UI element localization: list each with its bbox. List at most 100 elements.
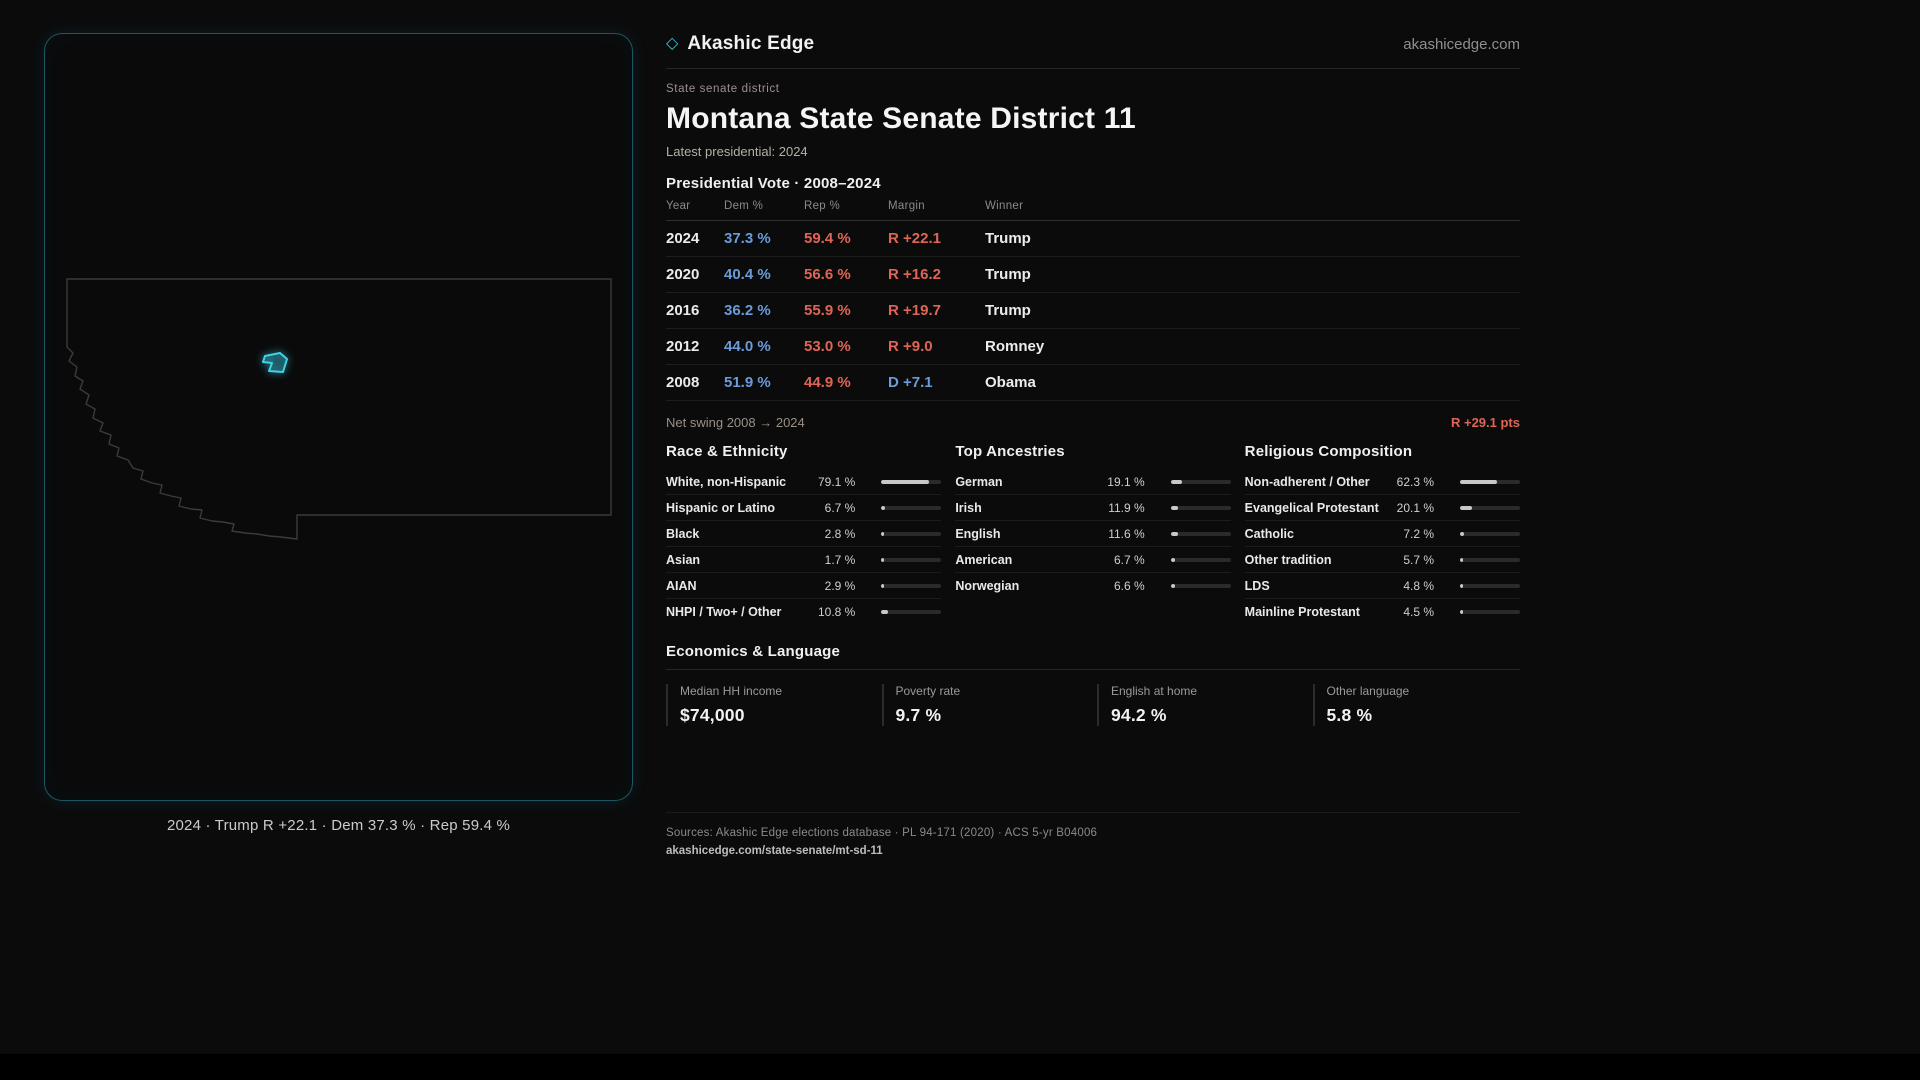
demo-bar — [1460, 505, 1520, 510]
cell-dem-pct: 37.3 % — [724, 230, 771, 247]
vote-table-row: 2016 36.2 % 55.9 % R +19.7 Trump — [666, 293, 1520, 329]
demo-row-value: 7.2 % — [1403, 526, 1434, 541]
stat-card: Other language 5.8 % — [1312, 684, 1521, 726]
cell-dem-pct: 51.9 % — [724, 374, 771, 391]
demo-row: AIAN 2.9 % — [666, 573, 942, 599]
cell-margin: D +7.1 — [888, 374, 933, 391]
demo-row-label: English — [955, 526, 1001, 541]
demo-row: American 6.7 % — [955, 547, 1231, 573]
net-swing-value: R +29.1 pts — [1450, 415, 1520, 430]
demo-bar — [1170, 505, 1231, 510]
demo-bar — [1170, 557, 1231, 562]
demo-row-value: 20.1 % — [1396, 500, 1434, 515]
cell-dem-pct: 44.0 % — [724, 338, 771, 355]
demo-column-title: Religious Composition — [1244, 443, 1413, 460]
demo-row-label: Norwegian — [955, 579, 1020, 593]
demo-column-title: Top Ancestries — [955, 443, 1065, 460]
demo-bar — [1170, 479, 1231, 484]
stat-value: 94.2 % — [1111, 705, 1167, 725]
stat-value: $74,000 — [680, 705, 745, 725]
vote-table-row: 2024 37.3 % 59.4 % R +22.1 Trump — [666, 221, 1520, 257]
demo-row: Non-adherent / Other 62.3 % — [1244, 469, 1520, 495]
cell-margin: R +19.7 — [888, 302, 941, 319]
brand-domain-link[interactable]: akashicedge.com — [1403, 35, 1520, 53]
vote-table-row: 2012 44.0 % 53.0 % R +9.0 Romney — [666, 329, 1520, 365]
demo-bar — [1460, 610, 1520, 614]
cell-dem-pct: 40.4 % — [724, 266, 771, 283]
cell-rep-pct: 59.4 % — [804, 230, 851, 247]
vote-table-column-header: Winner — [985, 200, 1024, 212]
demo-row: Other tradition 5.7 % — [1244, 547, 1520, 573]
economics-divider — [666, 669, 1520, 670]
demo-bar-fill — [881, 610, 888, 614]
cell-year: 2012 — [666, 338, 700, 355]
vote-table-row: 2020 40.4 % 56.6 % R +16.2 Trump — [666, 257, 1520, 293]
demo-row-label: NHPI / Two+ / Other — [666, 605, 782, 619]
demo-row-value: 62.3 % — [1396, 474, 1434, 489]
cell-year: 2020 — [666, 266, 700, 283]
demo-row: Asian 1.7 % — [666, 547, 942, 573]
brand-name: Akashic Edge — [687, 33, 815, 54]
demo-row-label: Evangelical Protestant — [1244, 500, 1379, 515]
demo-bar — [1460, 557, 1520, 562]
demo-bar-fill — [881, 557, 885, 562]
demo-bar-fill — [1460, 557, 1464, 562]
demo-row-value: 11.6 % — [1108, 526, 1145, 541]
vote-table-column-header: Year — [666, 200, 691, 212]
stat-card: English at home 94.2 % — [1097, 684, 1305, 726]
demo-row-value: 6.7 % — [824, 500, 856, 515]
bottom-strip — [0, 1054, 1920, 1080]
demo-bar-fill — [1460, 531, 1465, 536]
stat-label: Poverty rate — [895, 684, 961, 698]
cell-margin: R +16.2 — [888, 266, 941, 283]
demo-row-value: 5.7 % — [1403, 552, 1434, 567]
demo-bar — [1460, 479, 1520, 484]
cell-rep-pct: 55.9 % — [804, 302, 851, 319]
cell-rep-pct: 53.0 % — [804, 338, 851, 355]
demo-row-label: Other tradition — [1244, 552, 1332, 567]
net-swing-label: Net swing 2008 → 2024 — [666, 415, 805, 430]
demo-bar-fill — [881, 531, 885, 536]
subtitle: Latest presidential: 2024 — [666, 144, 808, 159]
demo-row: LDS 4.8 % — [1244, 573, 1520, 599]
economics-title: Economics & Language — [666, 643, 841, 660]
cell-rep-pct: 44.9 % — [804, 374, 851, 391]
demo-row: Catholic 7.2 % — [1244, 521, 1520, 547]
demo-row: Evangelical Protestant 20.1 % — [1244, 495, 1520, 521]
demo-row: English 11.6 % — [955, 521, 1231, 547]
demo-bar — [1460, 583, 1520, 588]
stat-value: 9.7 % — [895, 705, 942, 725]
demo-bar — [1170, 584, 1231, 588]
page-title: Montana State Senate District 11 — [666, 102, 1136, 135]
demo-row: Black 2.8 % — [666, 521, 942, 547]
demo-bar — [881, 531, 942, 536]
demo-bar-fill — [881, 583, 885, 588]
cell-margin: R +22.1 — [888, 230, 941, 247]
demo-row-label: Non-adherent / Other — [1244, 474, 1370, 489]
demo-row-value: 2.9 % — [824, 578, 856, 593]
demo-row: Mainline Protestant 4.5 % — [1245, 599, 1520, 625]
demo-row-value: 11.9 % — [1108, 500, 1145, 515]
vote-table-body: 2024 37.3 % 59.4 % R +22.1 Trump 2020 40.4 % 56… — [666, 221, 1520, 401]
cell-dem-pct: 36.2 % — [724, 302, 771, 319]
demo-row-value: 10.8 % — [817, 605, 856, 619]
demo-row-value: 4.5 % — [1403, 605, 1434, 619]
cell-winner: Trump — [985, 302, 1031, 319]
demo-bar — [881, 610, 942, 614]
kicker: State senate district — [666, 83, 780, 95]
demo-row-label: Asian — [666, 552, 701, 567]
demo-bar-fill — [881, 479, 929, 484]
district-highlight[interactable] — [262, 352, 288, 373]
footer: Sources: Akashic Edge elections database… — [666, 812, 1520, 857]
demo-bar-fill — [1170, 557, 1175, 562]
demo-row-label: LDS — [1244, 578, 1270, 593]
cell-rep-pct: 56.6 % — [804, 266, 851, 283]
demo-bar — [1460, 531, 1520, 536]
permalink[interactable]: akashicedge.com/state-senate/mt-sd-11 — [666, 845, 883, 857]
demo-bar — [881, 557, 942, 562]
demo-bar-fill — [1170, 505, 1178, 510]
cell-year: 2024 — [666, 230, 700, 247]
demo-column-title: Race & Ethnicity — [666, 443, 788, 460]
vote-table-row: 2008 51.9 % 44.9 % D +7.1 Obama — [666, 365, 1520, 401]
demo-row-label: American — [955, 552, 1013, 567]
